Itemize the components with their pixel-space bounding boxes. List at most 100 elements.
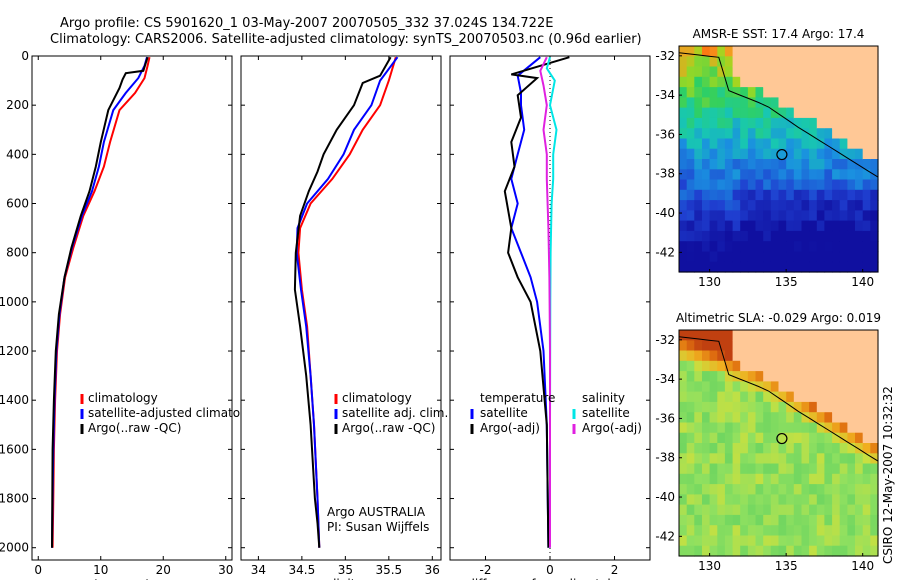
map-cell <box>694 463 703 475</box>
map-cell <box>809 230 818 242</box>
map-cell <box>816 443 826 454</box>
map-cell <box>709 504 718 516</box>
map-cell <box>855 350 864 362</box>
map-cell <box>832 46 841 57</box>
y-tick-label: -40 <box>655 206 675 220</box>
map-cell <box>839 443 848 454</box>
map-cell <box>824 494 833 506</box>
map-cell <box>770 350 780 362</box>
map-cell <box>740 159 749 170</box>
map-cell <box>824 210 833 222</box>
map-cell <box>847 148 856 160</box>
map-cell <box>755 484 764 495</box>
map-cell <box>816 46 826 57</box>
map-cell <box>855 251 864 263</box>
map-cell <box>770 330 780 341</box>
map-cell <box>778 169 787 181</box>
map-cell <box>679 179 688 191</box>
map-cell <box>724 514 734 526</box>
map-cell <box>679 117 688 129</box>
map-cell <box>694 432 703 444</box>
map-cell <box>832 56 841 68</box>
map-cell <box>839 261 848 273</box>
map-cell <box>839 391 848 403</box>
map-cell <box>732 220 741 232</box>
map-cell <box>747 412 757 424</box>
map-cell <box>694 504 703 516</box>
map-cell <box>778 107 787 119</box>
map-cell <box>801 330 810 341</box>
map-cell <box>747 210 757 222</box>
map-cell <box>724 46 734 57</box>
map-cell <box>855 432 864 444</box>
map-cell <box>809 241 818 253</box>
map-cell <box>679 169 688 181</box>
map-cell <box>747 463 757 475</box>
map-cell <box>763 189 772 201</box>
map-title: AMSR-E SST: 17.4 Argo: 17.4 <box>693 27 865 41</box>
map-cell <box>793 148 803 160</box>
map-cell <box>816 241 826 253</box>
map-cell <box>870 210 879 222</box>
map-cell <box>824 453 833 465</box>
map-cell <box>686 56 695 68</box>
map-cell <box>855 443 864 454</box>
map-cell <box>763 473 772 485</box>
map-cell <box>755 432 764 444</box>
map-cell <box>816 453 826 465</box>
map-cell <box>717 545 726 557</box>
map-cell <box>793 241 803 253</box>
map-cell <box>679 97 688 109</box>
map-cell <box>679 463 688 475</box>
map-cell <box>724 200 734 211</box>
map-cell <box>740 381 749 393</box>
map-cell <box>702 545 711 557</box>
map-cell <box>709 56 718 68</box>
map-cell <box>778 230 787 242</box>
map-cell <box>763 545 772 557</box>
map-cell <box>747 148 757 160</box>
map-cell <box>694 412 703 424</box>
map-cell <box>824 545 833 557</box>
y-tick-label: -32 <box>655 333 675 347</box>
map-cell <box>755 514 764 526</box>
map-cell <box>694 330 703 341</box>
map-cell <box>709 514 718 526</box>
map-cell <box>809 381 818 393</box>
map-cell <box>832 412 841 424</box>
map-cell <box>862 56 871 68</box>
y-tick-label: -36 <box>655 127 675 141</box>
map-cell <box>770 117 780 129</box>
map-cell <box>870 148 879 160</box>
map-cell <box>724 371 734 382</box>
map-cell <box>809 504 818 516</box>
map-cell <box>793 66 803 78</box>
map-cell <box>755 330 764 341</box>
map-cell <box>809 107 818 119</box>
map-cell <box>770 159 780 170</box>
map-cell <box>816 371 826 382</box>
legend-label: satellite <box>582 406 630 420</box>
map-cell <box>786 525 795 537</box>
x-tick-label: 34.5 <box>289 563 316 577</box>
map-cell <box>740 46 749 57</box>
map-cell <box>862 107 871 119</box>
map-cell <box>747 360 757 372</box>
map-cell <box>717 473 726 485</box>
map-cell <box>824 230 833 242</box>
map-cell <box>755 107 764 119</box>
map-cell <box>870 443 879 454</box>
map-cell <box>786 46 795 57</box>
map-cell <box>862 117 871 129</box>
map-cell <box>809 443 818 454</box>
map-cell <box>801 350 810 362</box>
map-cell <box>740 230 749 242</box>
map-cell <box>855 107 864 119</box>
map-cell <box>709 159 718 170</box>
map-cell <box>847 138 856 150</box>
map-cell <box>702 504 711 516</box>
map-cell <box>679 525 688 537</box>
map-cell <box>832 261 841 273</box>
map-cell <box>870 220 879 232</box>
map-cell <box>694 56 703 68</box>
